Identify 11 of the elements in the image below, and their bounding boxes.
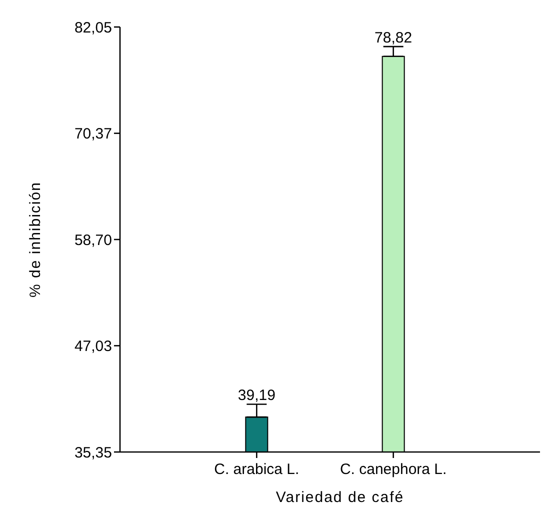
x-axis-title: Variedad de café (276, 489, 404, 506)
data-label: 39,19 (238, 387, 276, 404)
y-tick-label: 58,70 (74, 232, 112, 249)
y-tick-label: 70,37 (74, 126, 112, 143)
x-tick-label: C. arabica L. (214, 461, 300, 478)
y-tick-label: 35,35 (74, 444, 112, 462)
y-tick-label: 82,05 (74, 19, 112, 36)
y-tick-label: 47,03 (74, 338, 112, 355)
data-label: 78,82 (374, 30, 412, 47)
x-tick-label: C. canephora L. (340, 461, 447, 478)
y-axis-title: % de inhibición (27, 182, 44, 298)
